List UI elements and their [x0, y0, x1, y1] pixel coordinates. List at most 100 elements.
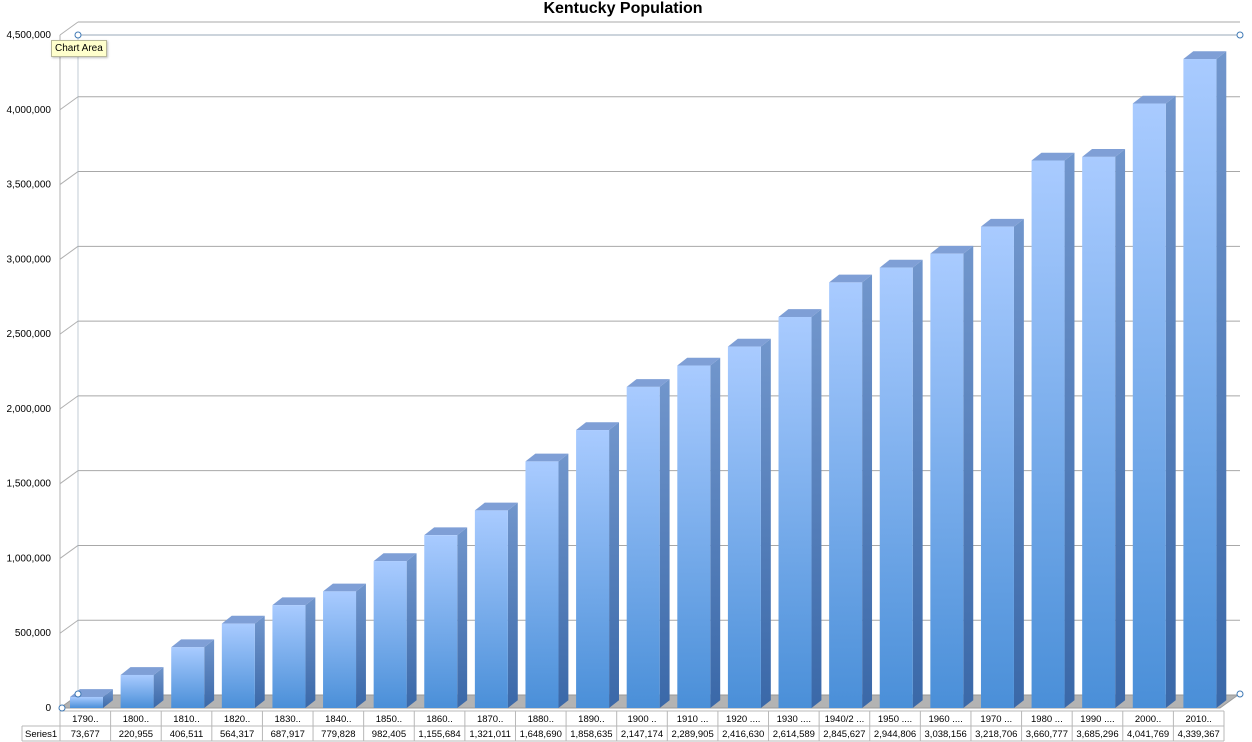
bar[interactable] [677, 357, 721, 708]
bar[interactable] [525, 453, 569, 708]
selection-handle[interactable] [1236, 31, 1244, 39]
bar-side [659, 379, 670, 708]
bar-side [1064, 152, 1075, 709]
bar-side [204, 639, 215, 708]
bar-side [609, 422, 619, 708]
bar-front [626, 386, 660, 708]
bar-front [980, 226, 1014, 708]
bar[interactable] [272, 597, 316, 708]
bar-top [980, 218, 1024, 227]
bar-front [1183, 59, 1217, 708]
gridline-depth [59, 619, 79, 634]
x-tick-label: 1930 .... [777, 714, 811, 725]
x-tick-label: 1890.. [578, 714, 604, 725]
y-tick-label: 3,500,000 [7, 180, 52, 191]
bar[interactable] [727, 338, 771, 708]
bar-side [103, 689, 113, 708]
bar-side [558, 453, 569, 708]
data-label: 1,858,635 [570, 729, 612, 740]
gridline-depth [59, 320, 79, 335]
bar-side [963, 245, 974, 708]
bar-top [778, 309, 822, 317]
bar[interactable] [120, 667, 164, 708]
bar-side [1165, 95, 1176, 708]
chart-area-tooltip: Chart Area [51, 40, 107, 57]
x-tick-label: 1850.. [376, 714, 402, 725]
bar-top [171, 639, 215, 648]
bar-top [879, 259, 923, 268]
bar-side [153, 667, 164, 708]
x-tick-label: 2010.. [1185, 714, 1211, 725]
data-label: 2,614,589 [773, 729, 815, 740]
bar[interactable] [1183, 51, 1227, 708]
bar[interactable] [1082, 149, 1126, 708]
bar[interactable] [221, 615, 265, 708]
bar-side [1013, 218, 1024, 708]
data-label: 2,416,630 [722, 729, 764, 740]
y-tick-label: 4,500,000 [7, 30, 52, 41]
gridline-depth [59, 395, 79, 410]
bar-top [1082, 149, 1126, 157]
chart-title: Kentucky Population [543, 0, 702, 17]
data-label: 2,147,174 [621, 729, 663, 740]
bar-top [677, 357, 721, 366]
bar[interactable] [424, 527, 468, 708]
data-label: 2,845,627 [823, 729, 865, 740]
data-label: 73,677 [71, 729, 100, 740]
x-tick-label: 1990 .... [1080, 714, 1114, 725]
bar-top [120, 667, 164, 675]
bar-top [930, 245, 974, 254]
data-label: 1,321,011 [469, 729, 511, 740]
x-tick-label: 1800.. [123, 714, 149, 725]
bar-front [474, 510, 508, 708]
bar[interactable] [1132, 95, 1176, 708]
bar[interactable] [980, 218, 1024, 708]
bar[interactable] [474, 502, 518, 708]
bar-top [576, 422, 619, 431]
bar-side [811, 309, 822, 708]
bar[interactable] [1031, 152, 1075, 709]
data-label: 982,405 [372, 729, 406, 740]
bar[interactable] [930, 245, 974, 708]
bar[interactable] [576, 422, 619, 708]
bar-front [1031, 160, 1065, 708]
selection-handle[interactable] [58, 704, 66, 712]
selection-handle[interactable] [74, 31, 82, 39]
data-label: 4,041,769 [1127, 729, 1169, 740]
bar-top [626, 379, 670, 387]
data-label: 4,339,367 [1178, 729, 1220, 740]
data-label: 1,648,690 [520, 729, 562, 740]
bar-front [930, 253, 964, 708]
x-tick-label: 1870.. [477, 714, 503, 725]
x-tick-label: 1820.. [224, 714, 250, 725]
bar-front [879, 267, 913, 708]
bar-front [778, 316, 812, 708]
bar-side [862, 274, 873, 708]
x-tick-label: 2000.. [1135, 714, 1161, 725]
bar-front [171, 647, 205, 708]
bar[interactable] [373, 553, 417, 708]
bar-top [474, 502, 518, 511]
selection-handle[interactable] [1236, 690, 1244, 698]
x-tick-label: 1830.. [275, 714, 301, 725]
bar[interactable] [323, 583, 366, 708]
bar[interactable] [778, 309, 822, 708]
y-tick-label: 3,000,000 [7, 254, 52, 265]
data-label: 3,038,156 [925, 729, 967, 740]
bar-top [272, 597, 316, 606]
bar[interactable] [626, 379, 670, 708]
bar[interactable] [879, 259, 923, 708]
data-label: 2,944,806 [874, 729, 916, 740]
bar[interactable] [171, 639, 215, 708]
x-tick-label: 1960 .... [928, 714, 962, 725]
series-name-cell: Series1 [25, 729, 57, 740]
data-label: 3,660,777 [1026, 729, 1068, 740]
selection-handle[interactable] [74, 690, 82, 698]
bar-top [727, 338, 771, 347]
bar-top [1132, 95, 1176, 104]
y-tick-label: 500,000 [15, 628, 52, 639]
x-tick-label: 1980 ... [1031, 714, 1063, 725]
bar-front [70, 696, 103, 708]
bar[interactable] [829, 274, 873, 708]
